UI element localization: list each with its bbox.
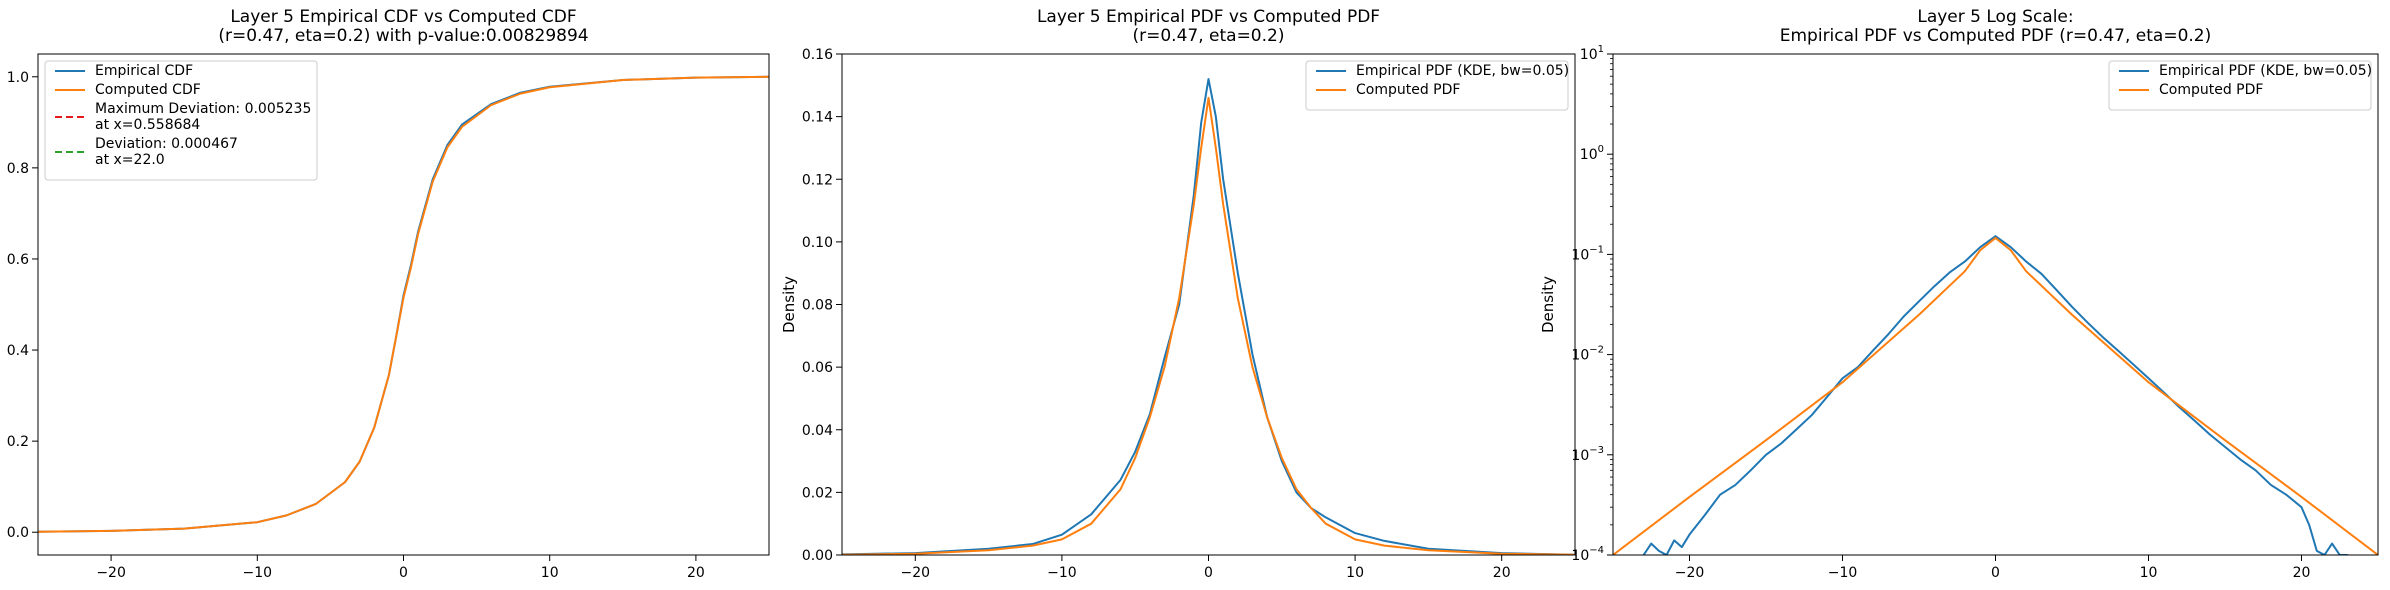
legend-label: Computed CDF [95,82,201,98]
chart-title: (r=0.47, eta=0.2) with p-value:0.0082989… [218,26,588,46]
chart-title: Layer 5 Empirical CDF vs Computed CDF [230,7,576,27]
y-tick-label: 0.08 [802,298,833,314]
y-tick-label: 100 [1580,144,1604,163]
y-tick-label: 0.02 [802,485,833,501]
y-tick-label: 10−2 [1571,345,1604,364]
legend-label: at x=22.0 [95,152,165,168]
axes-frame [1612,53,2379,556]
x-tick-label: −20 [901,565,931,581]
axes-frame [37,53,770,556]
legend: Empirical CDF Computed CDF Maximum Deviati… [44,60,318,181]
y-tick-label: 10−4 [1571,545,1604,564]
y-tick-label: 0.16 [802,47,833,63]
y-tick-label: 10−1 [1571,244,1604,263]
legend-label: Empirical CDF [95,63,193,79]
y-axis-label: Density [1539,276,1557,333]
chart-panel-3: Layer 5 Log Scale:Empirical PDF vs Compu… [1539,7,2379,581]
x-tick-label: 20 [2293,565,2311,581]
x-tick-label: 10 [1346,565,1364,581]
series-group [1613,235,2378,555]
chart-title: Empirical PDF vs Computed PDF (r=0.47, e… [1780,26,2211,46]
legend-box [44,60,318,181]
legend-label: at x=0.558684 [95,117,200,133]
legend: Empirical PDF (KDE, bw=0.05) Computed PDF [2108,60,2372,111]
y-tick-label: 0.04 [802,423,833,439]
x-tick-label: −10 [1828,565,1858,581]
series-line-empirical-pdf-kde-bw-0-05- [842,78,1575,555]
y-tick-label: 0.14 [802,110,833,126]
chart-title: Layer 5 Empirical PDF vs Computed PDF [1037,7,1380,27]
x-tick-label: 20 [687,565,705,581]
x-tick-label: 20 [1493,565,1511,581]
y-tick-label: 0.0 [7,525,29,541]
y-tick-label: 0.00 [802,548,833,564]
y-axis-label: Density [780,276,798,333]
chart-panel-1: Layer 5 Empirical CDF vs Computed CDF(r=… [7,7,770,581]
series-line-computed-pdf [842,96,1575,555]
legend-label: Computed PDF [2159,82,2263,98]
x-tick-label: 0 [1204,565,1213,581]
legend-box [1305,60,1569,111]
legend-label: Computed PDF [1356,82,1460,98]
x-tick-label: −10 [243,565,273,581]
axes-frame [841,53,1576,556]
y-tick-label: 0.8 [7,161,29,177]
series-group [38,75,769,533]
series-line-empirical-pdf-kde-bw-0-05- [1642,235,2350,555]
series-group [842,78,1575,555]
y-tick-label: 0.06 [802,360,833,376]
y-tick-label: 10−3 [1571,445,1604,464]
legend-label: Deviation: 0.000467 [95,136,238,152]
y-tick-label: 0.10 [802,235,833,251]
y-tick-label: 0.12 [802,172,833,188]
chart-panel-2: Layer 5 Empirical PDF vs Computed PDF(r=… [780,7,1576,581]
x-tick-label: 10 [2140,565,2158,581]
legend-label: Empirical PDF (KDE, bw=0.05) [1356,63,1569,79]
y-tick-label: 0.6 [7,252,29,268]
chart-title: Layer 5 Log Scale: [1917,7,2073,27]
y-tick-label: 0.4 [7,343,29,359]
x-tick-label: −20 [1675,565,1705,581]
y-tick-label: 101 [1580,44,1604,63]
x-tick-label: 10 [541,565,559,581]
x-tick-label: 0 [1991,565,2000,581]
legend: Empirical PDF (KDE, bw=0.05) Computed PDF [1305,60,1569,111]
legend-box [2108,60,2372,111]
x-tick-label: −20 [96,565,126,581]
legend-label: Empirical PDF (KDE, bw=0.05) [2159,63,2372,79]
x-tick-label: 0 [399,565,408,581]
y-tick-label: 1.0 [7,70,29,86]
series-line-computed-cdf [38,75,769,533]
series-line-computed-pdf [1613,236,2378,555]
chart-title: (r=0.47, eta=0.2) [1133,26,1285,46]
legend-label: Maximum Deviation: 0.005235 [95,101,311,117]
x-tick-label: −10 [1047,565,1077,581]
y-tick-label: 0.2 [7,434,29,450]
